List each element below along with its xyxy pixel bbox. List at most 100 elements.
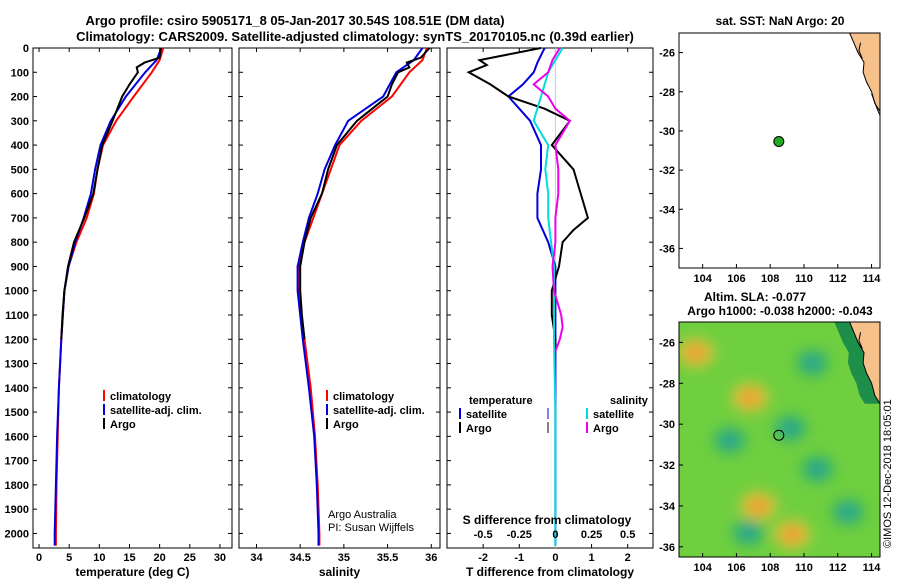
sla-high-core — [686, 345, 705, 360]
x-tick-label: 112 — [829, 273, 847, 285]
map-title: sat. SST: NaN Argo: 20 — [716, 14, 845, 28]
coast-island — [858, 332, 863, 349]
salinity-panel: 34 34.5 35 35.5 36 salinity climatology satelli… — [238, 47, 441, 579]
legend-label: climatology — [110, 391, 172, 403]
x-tick-label: 0 — [36, 552, 42, 564]
x-axis-label: temperature (deg C) — [75, 565, 189, 579]
x-tick-label: -2 — [478, 552, 488, 564]
y-tick-label: -26 — [659, 48, 675, 60]
figure-title-line1: Argo profile: csiro 5905171_8 05-Jan-201… — [85, 13, 504, 28]
legend-label: temperature — [469, 395, 533, 407]
series-line-argo — [299, 47, 431, 340]
pi-text: PI: Susan Wijffels — [328, 522, 414, 534]
plot-frame — [446, 47, 654, 549]
x-tick-label: 1 — [588, 552, 594, 564]
y-tick-label: 500 — [11, 164, 29, 176]
y-tick-label: 1300 — [5, 359, 29, 371]
y-tick-label: 1000 — [5, 286, 29, 298]
y-tick-label: 1700 — [5, 456, 29, 468]
y-tick-label: -34 — [659, 501, 676, 513]
x-tick-label: 30 — [214, 552, 226, 564]
map-frame — [678, 321, 881, 558]
location-map-panel: 104 106 108 110 112 114 -26 -28 -30 -32 -34 -36 sat.… — [659, 14, 881, 285]
x-axis-label: T difference from climatology — [466, 565, 634, 579]
x-tick-label: 36 — [425, 552, 437, 564]
y-tick-label: 1800 — [5, 480, 29, 492]
y-tick-label: 2000 — [5, 528, 29, 540]
series-line-argo — [60, 47, 162, 340]
sla-low-core — [804, 356, 821, 369]
y-tick-label: 700 — [11, 213, 29, 225]
y-tick-label: 1600 — [5, 431, 29, 443]
sla-low-core — [721, 434, 738, 447]
temperature-panel: 0100200300400500600700800900100011001200… — [5, 43, 233, 579]
figure-title-line2: Climatology: CARS2009. Satellite-adjuste… — [76, 29, 634, 44]
y-tick-label: 1500 — [5, 407, 29, 419]
series-line-satellite-adj-clim- — [296, 47, 424, 546]
x-axis-label: salinity — [319, 565, 361, 579]
y-tick-label: 100 — [11, 67, 29, 79]
y-tick-label: 200 — [11, 92, 29, 104]
plot-frame — [238, 47, 441, 549]
legend-label: satellite-adj. clim. — [110, 405, 202, 417]
x-axis-label-top: S difference from climatology — [463, 513, 632, 527]
map-frame — [678, 32, 881, 269]
y-tick-label: -30 — [659, 126, 675, 138]
legend-label: Argo — [333, 419, 359, 431]
x-tick-label: 35 — [338, 552, 350, 564]
x-tick-label: 108 — [761, 562, 779, 574]
sla-low-core — [782, 422, 799, 435]
x-tick-label-top: -0.25 — [507, 529, 532, 541]
x-tick-label: 35.5 — [377, 552, 398, 564]
altimetry-map-panel: 104 106 108 110 112 114 -26 -28 -30 -32 -34 -36 Alti… — [659, 290, 881, 574]
map-background — [679, 33, 880, 268]
sla-high-core — [783, 527, 802, 542]
shelf-zone — [834, 322, 880, 404]
x-tick-label: 106 — [727, 562, 745, 574]
coast-island — [858, 42, 863, 59]
y-tick-label: -36 — [659, 243, 675, 255]
sla-low-core — [809, 463, 826, 476]
x-tick-label: 110 — [795, 273, 813, 285]
x-tick-label: 106 — [727, 273, 745, 285]
altimetry-subtitle: Argo h1000: -0.038 h2000: -0.043 — [687, 304, 873, 318]
map-content — [679, 322, 880, 557]
y-tick-label: 1900 — [5, 504, 29, 516]
legend-label: salinity — [610, 395, 649, 407]
map-content — [679, 33, 880, 268]
credit-text: Argo Australia — [328, 509, 397, 521]
legend-label: climatology — [333, 391, 395, 403]
sla-low-core — [740, 526, 757, 539]
y-tick-label: 1400 — [5, 383, 29, 395]
x-tick-label-top: 0.5 — [620, 529, 635, 541]
sla-high-core — [749, 498, 768, 513]
y-tick-label: 400 — [11, 140, 29, 152]
y-tick-label: -36 — [659, 542, 675, 554]
x-tick-label-top: -0.5 — [474, 529, 493, 541]
y-tick-label: 0 — [23, 43, 29, 55]
x-tick-label: 112 — [829, 562, 847, 574]
x-tick-label: 34 — [250, 552, 263, 564]
difference-panel: -2 -1 0 1 2T difference from climatology temp… — [446, 47, 654, 579]
float-position-marker — [773, 429, 785, 441]
footer-timestamp: ©IMOS 12-Dec-2018 18:05:01 — [882, 399, 894, 548]
y-tick-label: -32 — [659, 165, 675, 177]
float-position-marker — [773, 135, 785, 147]
x-tick-label: 108 — [761, 273, 779, 285]
y-tick-label: -34 — [659, 204, 676, 216]
y-tick-label: -26 — [659, 337, 675, 349]
y-tick-label: -28 — [659, 378, 675, 390]
y-tick-label: -32 — [659, 460, 675, 472]
plot-frame — [32, 47, 233, 549]
x-tick-label: 15 — [123, 552, 135, 564]
y-tick-label: 300 — [11, 116, 29, 128]
y-tick-label: -30 — [659, 419, 675, 431]
x-tick-label: 0 — [552, 552, 558, 564]
x-tick-label-top: 0.25 — [581, 529, 602, 541]
legend-label: satellite-adj. clim. — [333, 405, 425, 417]
legend-label: satellite — [593, 409, 634, 421]
heatmap-blobs — [679, 338, 864, 549]
x-tick-label: 114 — [863, 562, 882, 574]
x-tick-label: 5 — [66, 552, 72, 564]
